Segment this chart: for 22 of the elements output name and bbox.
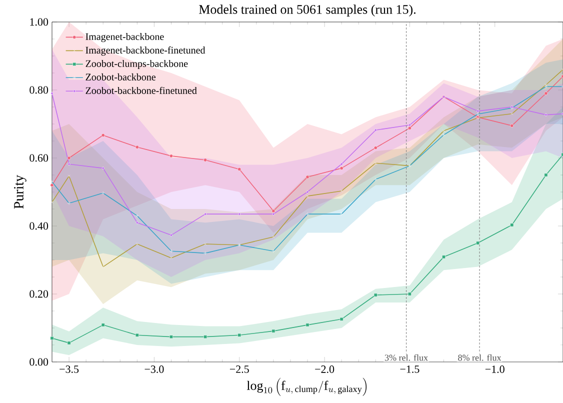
legend-label: Imagenet-backbone-finetuned — [86, 46, 206, 56]
y-tick-label: 0.40 — [30, 222, 48, 230]
x-tick-label: −2.5 — [230, 366, 249, 373]
x-tick-label: −1.0 — [485, 366, 504, 373]
x-tick-label: −2.0 — [315, 366, 334, 373]
legend-label: Imagenet-backbone — [86, 32, 164, 42]
y-tick-label: 0.80 — [30, 86, 48, 94]
y-tick-label: 0.60 — [30, 154, 48, 162]
legend-label: Zoobot-backbone — [86, 73, 156, 80]
y-axis-title: Purity — [14, 174, 26, 209]
y-tick-label: 1.00 — [30, 18, 48, 26]
x-tick-label: −3.5 — [60, 366, 79, 373]
ref-line-label: 8% rel. flux — [458, 354, 502, 361]
x-tick-label: −3.0 — [144, 366, 164, 373]
x-axis-title: $\log_{10}\left(\mathrm{f}_{u,\,\mathrm{clump}}/\mathrm{f}_{u,\,\mathrm{galaxy}}\right)$ — [246, 378, 367, 396]
legend-label: Zoobot-backbone-finetuned — [86, 86, 197, 94]
chart-title: Models trained on 5061 samples (run 15). — [199, 4, 416, 16]
y-tick-label: 0.20 — [30, 290, 48, 298]
y-tick-label: 0.00 — [30, 358, 48, 366]
x-tick-label: −1.5 — [400, 366, 420, 373]
legend-label: Zoobot-clumps-backbone — [86, 60, 188, 70]
ref-line-label: 3% rel. flux — [384, 354, 428, 361]
